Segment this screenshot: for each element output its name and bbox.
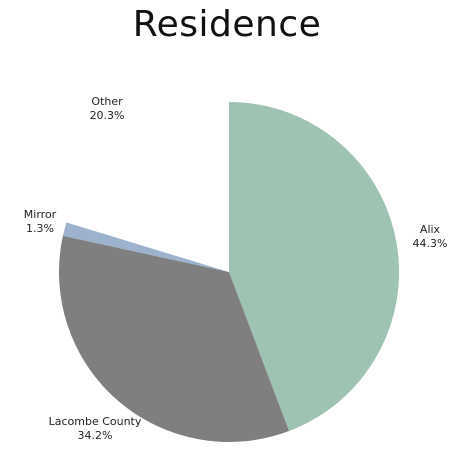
pie-slice-alix — [229, 102, 399, 432]
pie-slice-other — [66, 102, 230, 272]
slice-value-mirror: 1.3% — [26, 222, 54, 235]
slice-label-other: Other — [91, 95, 123, 108]
slice-label-lacombe-county: Lacombe County — [49, 415, 142, 428]
pie-slice-mirror — [62, 222, 229, 272]
chart-title: Residence — [132, 4, 322, 45]
slice-value-lacombe-county: 34.2% — [78, 429, 113, 442]
slice-label-mirror: Mirror — [24, 208, 57, 221]
slice-value-alix: 44.3% — [413, 237, 448, 250]
slice-value-other: 20.3% — [90, 109, 125, 122]
pie-slice-lacombe-county — [59, 235, 290, 442]
slice-label-alix: Alix — [420, 223, 441, 236]
pie-slices — [59, 102, 399, 442]
